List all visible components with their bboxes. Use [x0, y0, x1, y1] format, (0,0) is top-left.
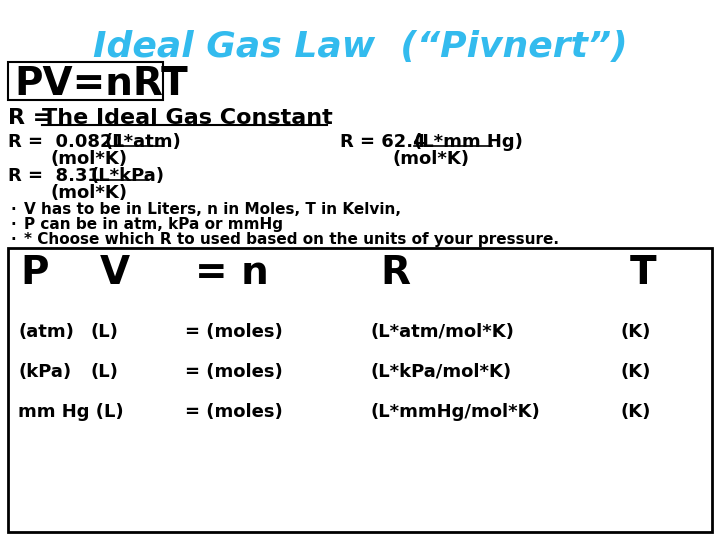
Text: (K): (K)	[620, 403, 650, 421]
Text: R: R	[380, 254, 410, 292]
Text: = (moles): = (moles)	[185, 363, 283, 381]
Text: P can be in atm, kPa or mmHg: P can be in atm, kPa or mmHg	[24, 217, 283, 232]
Text: R =  0.0821: R = 0.0821	[8, 133, 131, 151]
Text: (K): (K)	[620, 363, 650, 381]
Text: (L): (L)	[90, 363, 118, 381]
Text: ·: ·	[10, 232, 16, 247]
Text: R =: R =	[8, 108, 59, 128]
Text: V: V	[100, 254, 130, 292]
Text: mm Hg (L): mm Hg (L)	[18, 403, 124, 421]
Text: ·: ·	[10, 217, 16, 232]
Text: = (moles): = (moles)	[185, 403, 283, 421]
Text: V has to be in Liters, n in Moles, T in Kelvin,: V has to be in Liters, n in Moles, T in …	[24, 202, 401, 217]
Text: (L*mm Hg): (L*mm Hg)	[414, 133, 523, 151]
Text: R =  8.31: R = 8.31	[8, 167, 107, 185]
Text: = (moles): = (moles)	[185, 323, 283, 341]
Text: The Ideal Gas Constant: The Ideal Gas Constant	[42, 108, 333, 128]
Text: (mol*K): (mol*K)	[392, 150, 469, 168]
Text: (L*atm/mol*K): (L*atm/mol*K)	[370, 323, 514, 341]
Text: (L*atm): (L*atm)	[104, 133, 181, 151]
Text: (K): (K)	[620, 323, 650, 341]
Text: (kPa): (kPa)	[18, 363, 71, 381]
Text: (atm): (atm)	[18, 323, 74, 341]
Text: * Choose which R to used based on the units of your pressure.: * Choose which R to used based on the un…	[24, 232, 559, 247]
Text: P: P	[20, 254, 48, 292]
Text: ·: ·	[10, 202, 16, 217]
Text: PV=nRT: PV=nRT	[14, 65, 188, 103]
Text: (L*mmHg/mol*K): (L*mmHg/mol*K)	[370, 403, 540, 421]
Text: (L): (L)	[90, 323, 118, 341]
Text: T: T	[630, 254, 657, 292]
Text: (mol*K): (mol*K)	[50, 150, 127, 168]
Text: Ideal Gas Law  (“Pivnert”): Ideal Gas Law (“Pivnert”)	[93, 30, 627, 64]
Text: = n: = n	[195, 254, 269, 292]
Text: (L*kPa): (L*kPa)	[90, 167, 164, 185]
Text: (mol*K): (mol*K)	[50, 184, 127, 202]
Bar	[8, 62, 163, 100]
Bar	[8, 248, 712, 532]
Text: (L*kPa/mol*K): (L*kPa/mol*K)	[370, 363, 511, 381]
Text: R = 62.4: R = 62.4	[340, 133, 432, 151]
